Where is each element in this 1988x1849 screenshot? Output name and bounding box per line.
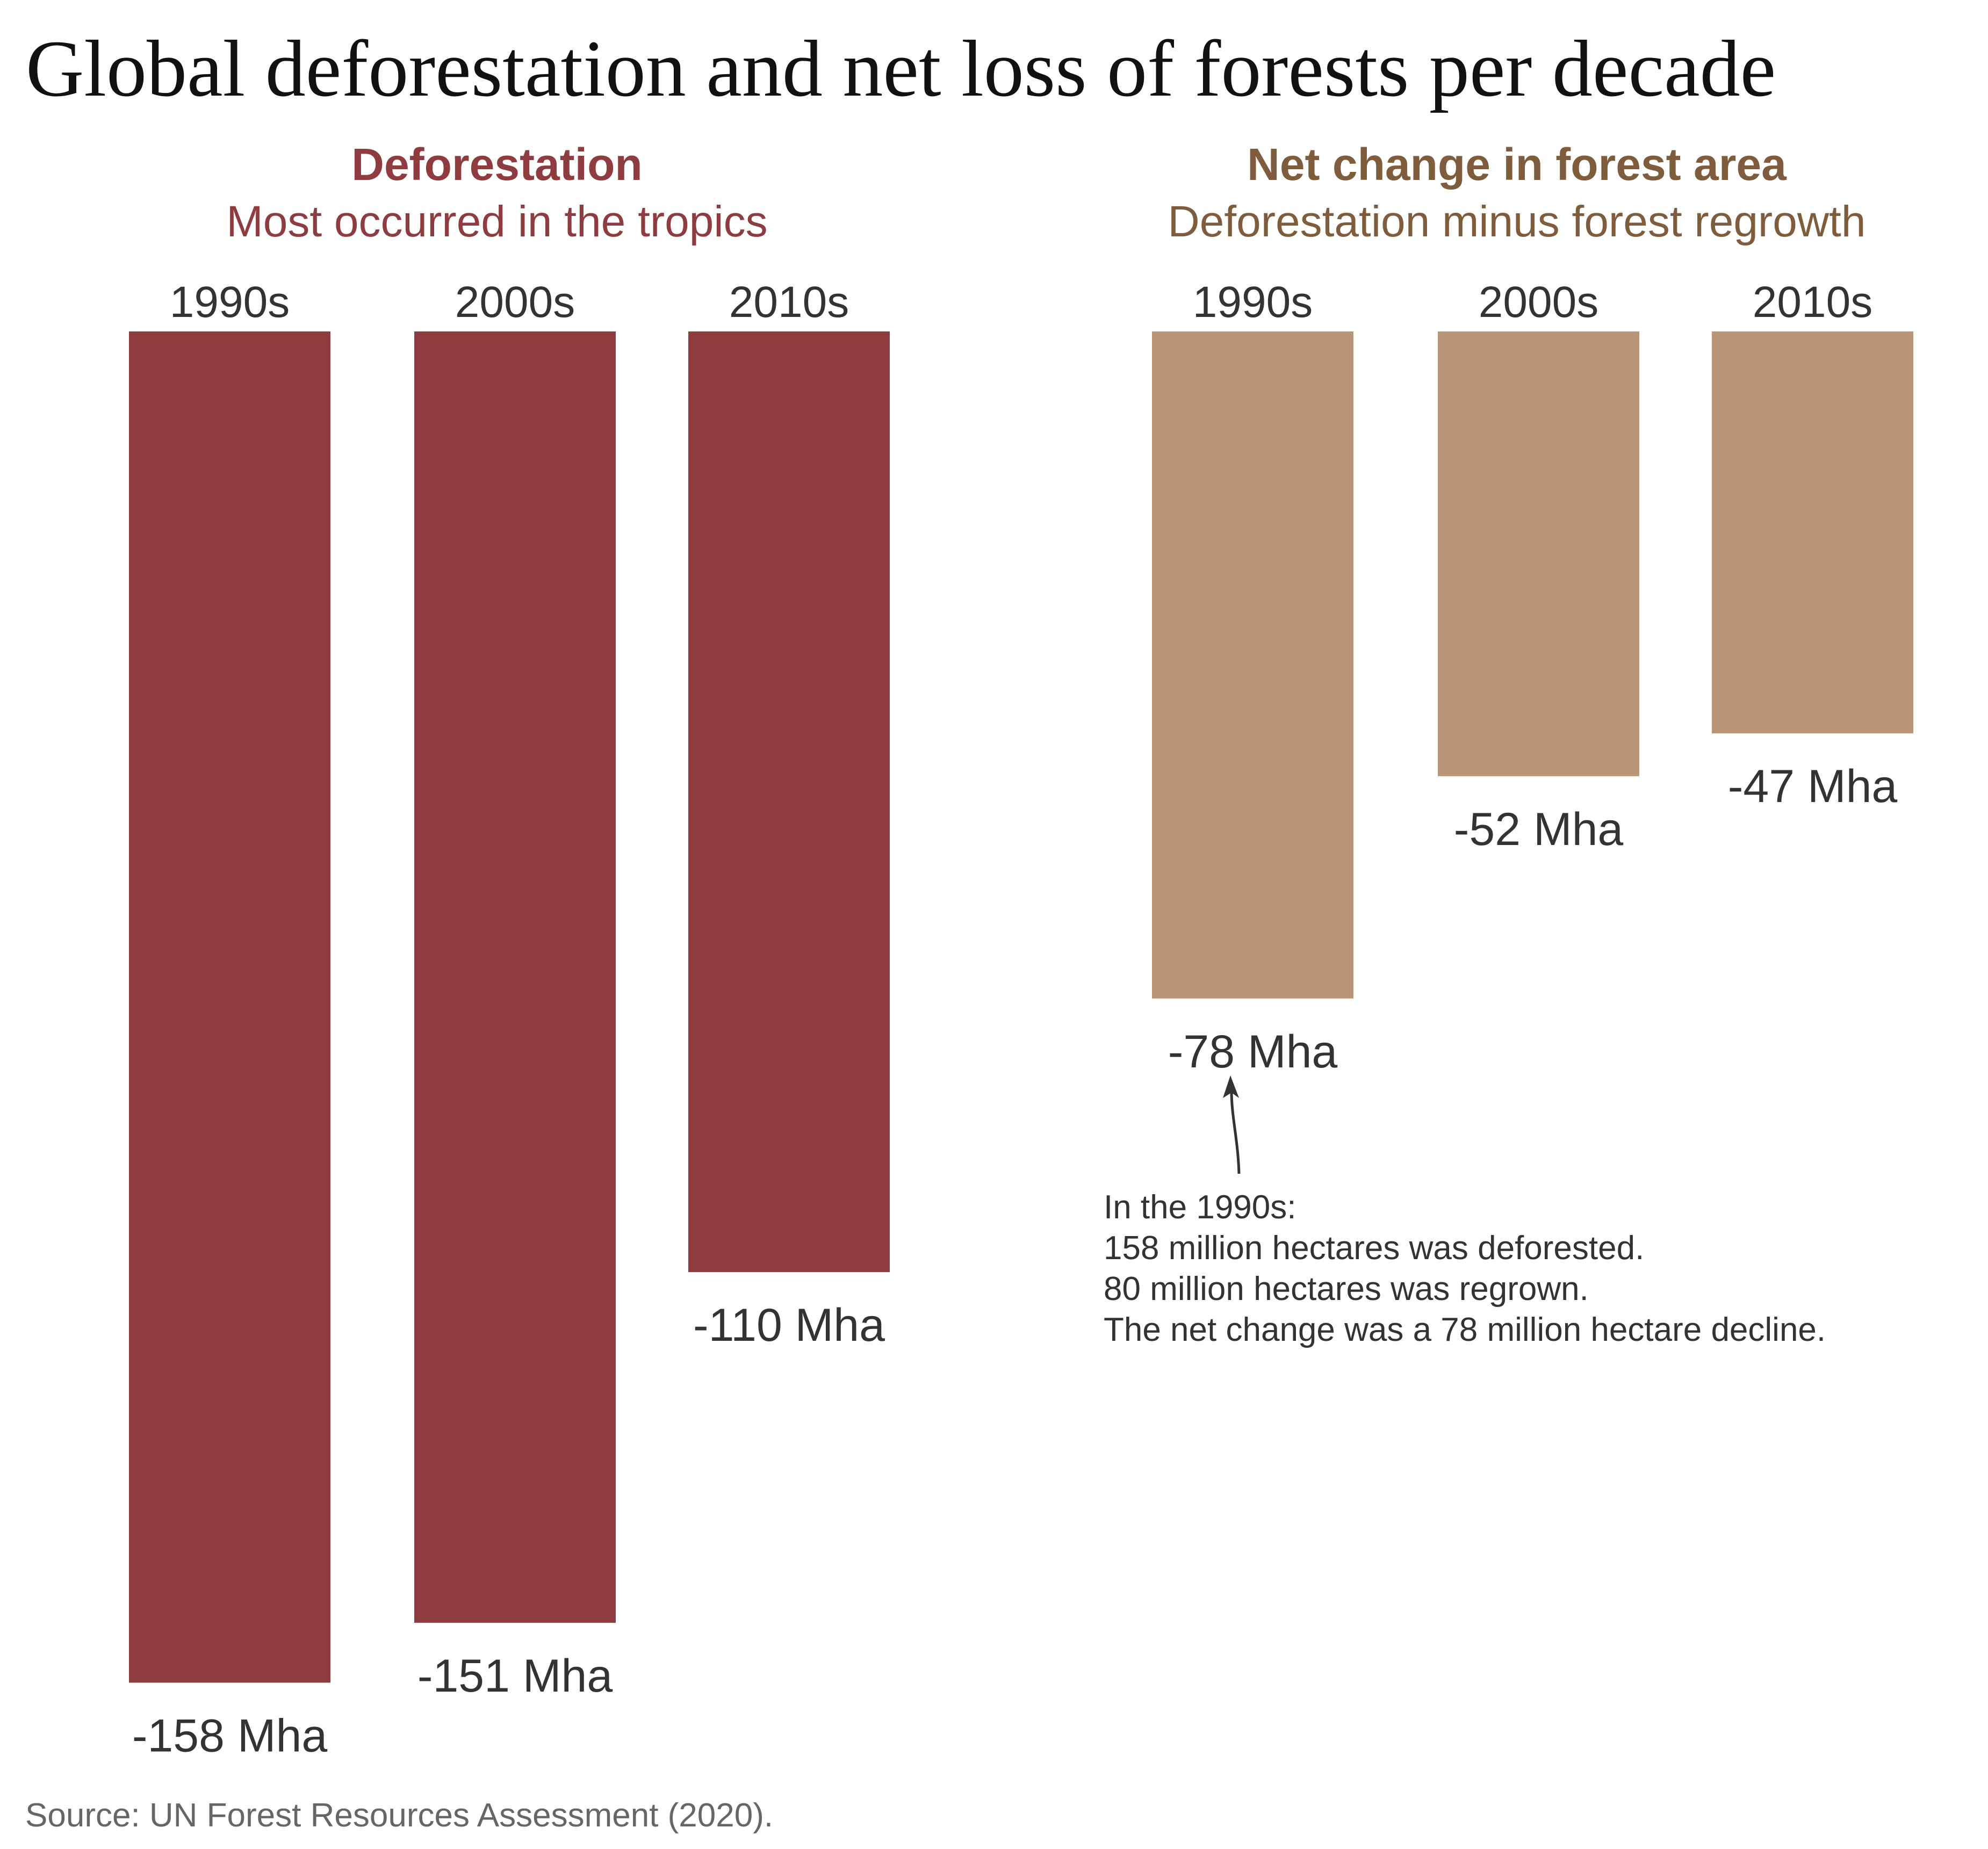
chart-title: Global deforestation and net loss of for… [26,24,1776,113]
panel-subtitle: Deforestation minus forest regrowth [1168,197,1866,246]
category-label: 2000s [1479,278,1598,327]
annotation: In the 1990s: 158 million hectares was d… [1104,1075,1826,1348]
value-label: -151 Mha [417,1650,613,1702]
category-label: 1990s [1193,278,1313,327]
bar-2010s [1712,331,1913,734]
category-label: 2010s [729,278,849,327]
annotation-line: 80 million hectares was regrown. [1104,1270,1589,1308]
annotation-line: The net change was a 78 million hectare … [1104,1311,1826,1348]
category-label: 2000s [455,278,575,327]
panel-title: Net change in forest area [1247,139,1787,190]
category-label: 1990s [170,278,290,327]
bar-2000s [1438,331,1639,776]
annotation-line: 158 million hectares was deforested. [1104,1230,1644,1267]
annotation-arrow [1230,1090,1241,1174]
value-label: -78 Mha [1168,1026,1338,1078]
value-label: -52 Mha [1454,804,1624,855]
bar-2010s [688,331,890,1273]
panel-title: Deforestation [351,139,642,190]
annotation-line: In the 1990s: [1104,1189,1296,1226]
panel-deforestation: Deforestation Most occurred in the tropic… [129,139,890,1761]
bar-1990s [129,331,330,1683]
value-label: -47 Mha [1728,761,1898,812]
panel-subtitle: Most occurred in the tropics [226,197,767,246]
panel-net-change: Net change in forest area Deforestation m… [1152,139,1913,1078]
value-label: -110 Mha [693,1299,885,1351]
bar-2000s [414,331,616,1623]
source-note: Source: UN Forest Resources Assessment (… [25,1797,773,1834]
bar-1990s [1152,331,1353,999]
value-label: -158 Mha [132,1710,327,1761]
arrow-head-icon [1223,1075,1239,1098]
category-label: 2010s [1753,278,1872,327]
